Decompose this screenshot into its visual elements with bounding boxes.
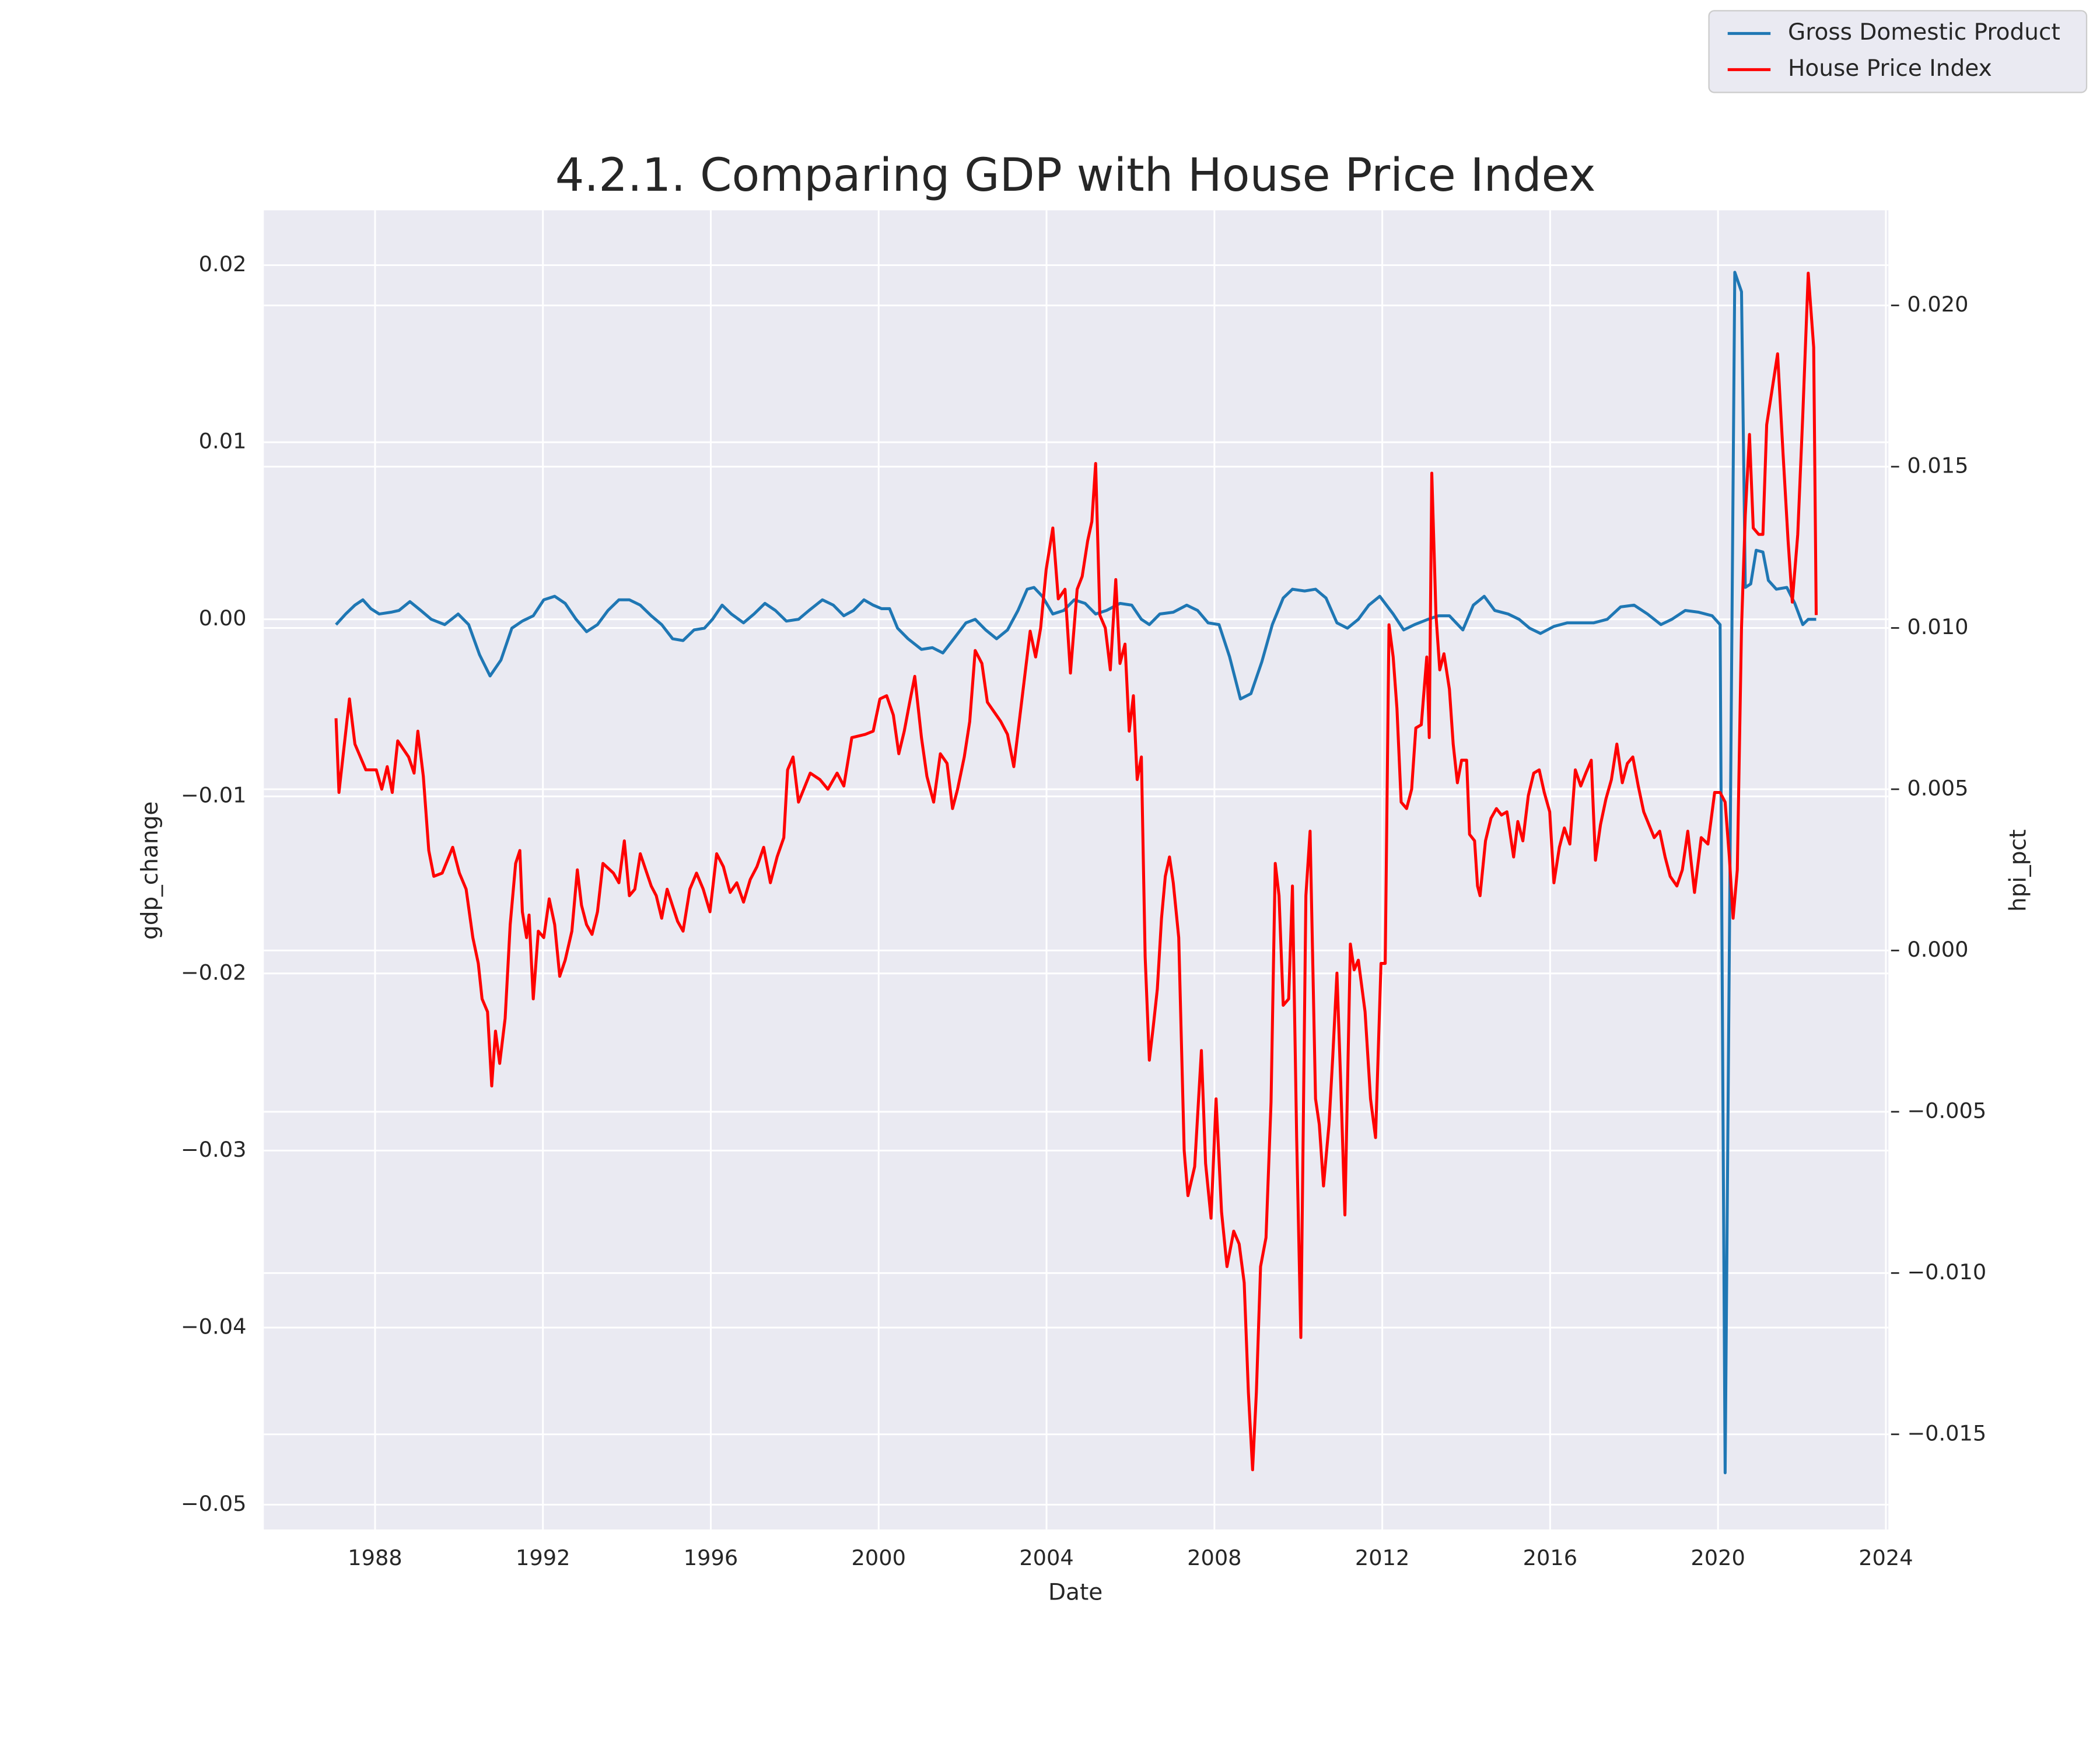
y-tick-label: −0.03 bbox=[181, 1137, 247, 1162]
x-tick-label: 2020 bbox=[1690, 1545, 1745, 1570]
y-axis-label: gdp_change bbox=[137, 802, 163, 940]
y-tick-label: −0.05 bbox=[181, 1491, 247, 1516]
series-line bbox=[334, 271, 1818, 1472]
y2-tick-label: −0.010 bbox=[1907, 1259, 1986, 1284]
y2-tick-label: 0.020 bbox=[1907, 292, 1968, 317]
x-tick-label: 2000 bbox=[852, 1545, 906, 1570]
series-line bbox=[335, 271, 1817, 1475]
x-tick-label: 2024 bbox=[1859, 1545, 1913, 1570]
legend: Gross Domestic Product House Price Index bbox=[1708, 10, 2088, 93]
chart-title: 4.2.1. Comparing GDP with House Price In… bbox=[555, 149, 1596, 202]
y-tick-label: −0.01 bbox=[181, 783, 247, 808]
x-tick-label: 1996 bbox=[684, 1545, 738, 1570]
y2-tick-label: −0.005 bbox=[1907, 1098, 1986, 1123]
y-tick-label: 0.00 bbox=[199, 606, 247, 631]
x-axis-label: Date bbox=[1048, 1580, 1102, 1606]
x-tick-label: 1988 bbox=[348, 1545, 402, 1570]
grid bbox=[264, 210, 1889, 1530]
x-tick-label: 2012 bbox=[1355, 1545, 1409, 1570]
y-tick-label: −0.04 bbox=[181, 1314, 247, 1339]
x-tick-label: 2004 bbox=[1019, 1545, 1073, 1570]
x-tick-label: 1992 bbox=[516, 1545, 570, 1570]
y2-tick-label: 0.005 bbox=[1907, 775, 1968, 800]
y-tick-label: 0.01 bbox=[199, 429, 247, 454]
plot-area bbox=[264, 210, 1889, 1530]
legend-box bbox=[1708, 10, 2088, 93]
x-tick-label: 2016 bbox=[1523, 1545, 1577, 1570]
x-tick-label: 2008 bbox=[1187, 1545, 1241, 1570]
y2-tick-label: −0.015 bbox=[1907, 1420, 1986, 1446]
y2-tick-label: 0.010 bbox=[1907, 614, 1968, 639]
lines bbox=[334, 271, 1818, 1475]
y2-tick-label: 0.000 bbox=[1907, 937, 1968, 962]
y-tick-label: 0.02 bbox=[199, 251, 247, 276]
y2-tick-label: 0.015 bbox=[1907, 453, 1968, 478]
y-tick-label: −0.02 bbox=[181, 960, 247, 985]
legend-label: Gross Domestic Product bbox=[1788, 19, 2060, 46]
y2-axis-label: hpi_pct bbox=[2006, 830, 2032, 912]
legend-label: House Price Index bbox=[1788, 55, 1992, 82]
